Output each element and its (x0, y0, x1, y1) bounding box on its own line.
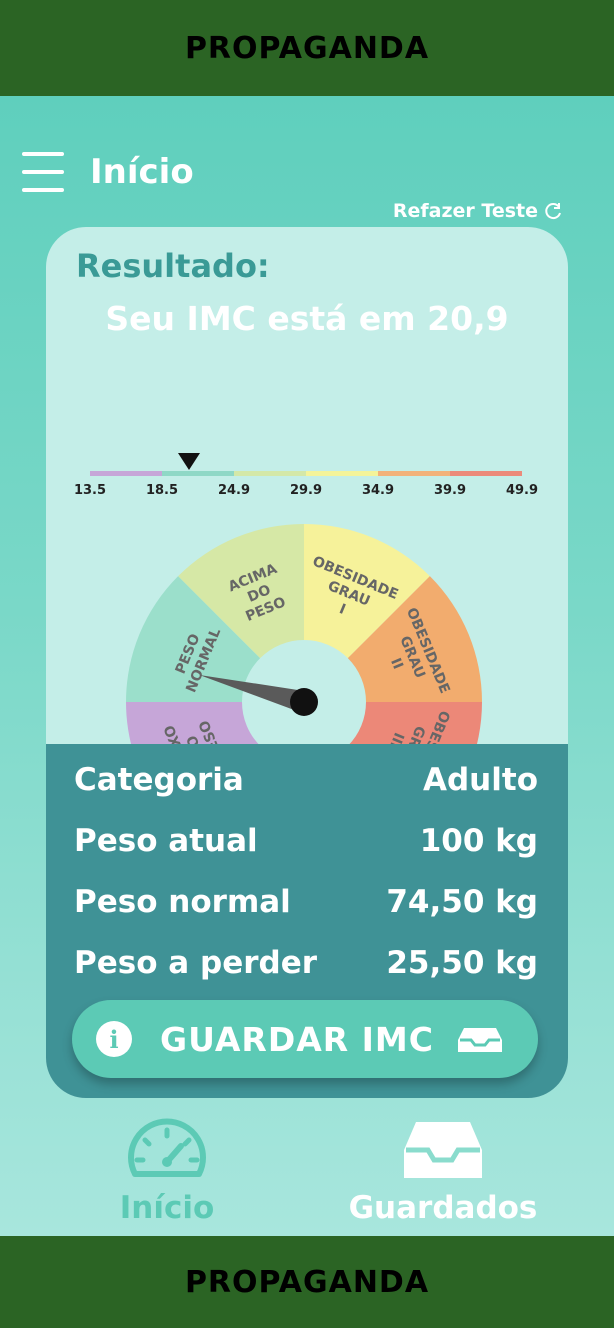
page-title: Início (90, 152, 194, 192)
save-imc-label: GUARDAR IMC (160, 1019, 434, 1059)
stat-value: Adulto (423, 762, 538, 798)
gauge-segment (126, 702, 261, 747)
scale-tick-label: 49.9 (506, 483, 538, 498)
app-screen: Início Refazer Teste Resultado: Seu IMC … (0, 96, 614, 1236)
redo-test-label: Refazer Teste (392, 200, 538, 222)
scale-segment (162, 471, 234, 476)
nav-home[interactable]: Início (52, 1116, 282, 1226)
gauge-segment (347, 702, 482, 747)
imc-result-text: Seu IMC está em 20,9 (105, 299, 509, 338)
result-heading: Resultado: (76, 247, 270, 285)
stat-label: Peso a perder (74, 945, 318, 981)
stat-row-current-weight: Peso atual 100 kg (74, 823, 538, 859)
hamburger-menu-icon[interactable] (22, 152, 64, 192)
refresh-icon (545, 203, 561, 220)
info-icon: i (96, 1021, 132, 1057)
scale-segment (234, 471, 306, 476)
stat-value: 100 kg (419, 823, 538, 859)
nav-home-label: Início (119, 1190, 215, 1226)
stat-label: Peso atual (74, 823, 258, 859)
result-card: Resultado: Seu IMC está em 20,9 13.5 18.5… (46, 227, 568, 1098)
gauge-needle-hub (290, 688, 318, 716)
scale-segment (378, 471, 450, 476)
inbox-tray-icon (404, 1122, 482, 1178)
gauge-segment (347, 576, 483, 702)
redo-test-button[interactable]: Refazer Teste (393, 200, 564, 222)
scale-tick-label: 24.9 (218, 483, 250, 498)
speedometer-icon (128, 1118, 206, 1177)
scale-segment (450, 471, 522, 476)
imc-marker-icon (178, 453, 200, 470)
nav-saved-label: Guardados (348, 1190, 538, 1226)
ad-banner-bottom[interactable]: PROPAGANDA (0, 1236, 614, 1328)
scale-tick-label: 13.5 (74, 483, 106, 498)
imc-gauge: ABAIXODOPESOPESONORMALACIMADOPESOOBESIDA… (126, 524, 483, 747)
inbox-tray-icon (458, 1028, 502, 1052)
gauge-segment (126, 576, 261, 702)
scale-segment (90, 471, 162, 476)
nav-saved[interactable]: Guardados (328, 1116, 558, 1226)
svg-text:I: I (337, 601, 348, 618)
scale-segment (306, 471, 378, 476)
gauge-segment (178, 524, 304, 659)
stat-label: Peso normal (74, 884, 291, 920)
svg-text:III: III (386, 730, 407, 747)
stat-row-weight-to-lose: Peso a perder 25,50 kg (74, 945, 538, 981)
scale-tick-label: 39.9 (434, 483, 466, 498)
gauge-segment (304, 524, 430, 659)
stat-row-normal-weight: Peso normal 74,50 kg (74, 884, 538, 920)
ad-banner-top[interactable]: PROPAGANDA (0, 0, 614, 96)
stats-panel: Categoria Adulto Peso atual 100 kg Peso … (46, 744, 568, 1098)
stat-row-category: Categoria Adulto (74, 762, 538, 798)
save-imc-button[interactable]: i GUARDAR IMC (72, 1000, 538, 1078)
stat-label: Categoria (74, 762, 244, 798)
stat-value: 74,50 kg (386, 884, 538, 920)
scale-tick-label: 29.9 (290, 483, 322, 498)
stat-value: 25,50 kg (386, 945, 538, 981)
scale-tick-label: 18.5 (146, 483, 178, 498)
scale-tick-label: 34.9 (362, 483, 394, 498)
gauge-needle (199, 674, 307, 713)
imc-scale-bar: 13.5 18.5 24.9 29.9 34.9 39.9 49.9 (74, 453, 538, 498)
